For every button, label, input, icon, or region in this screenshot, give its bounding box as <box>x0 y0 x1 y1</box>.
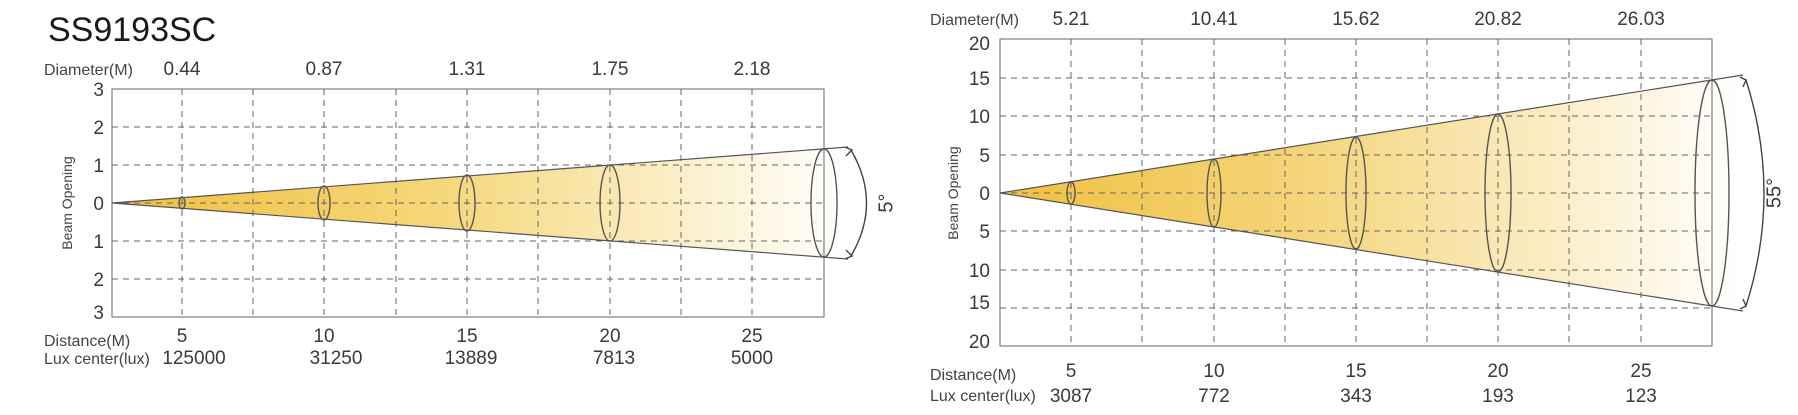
y-tick-label: 5 <box>979 146 990 167</box>
y-tick-label: 10 <box>969 107 990 128</box>
y-axis-title: Beam Opening <box>59 156 75 249</box>
lux-value: 31250 <box>310 348 363 369</box>
grid-lines <box>1000 39 1712 346</box>
angle-arc <box>850 149 868 257</box>
distance-value: 20 <box>599 326 620 347</box>
y-tick-label: 1 <box>93 156 104 177</box>
diameter-value: 26.03 <box>1617 9 1665 30</box>
distance-label: Distance(M) <box>44 333 130 350</box>
y-tick-label: 1 <box>93 232 104 253</box>
lux-label: Lux center(lux) <box>44 351 150 368</box>
y-tick-label: 15 <box>969 69 990 90</box>
beam-angle-label: 55° <box>1763 178 1785 208</box>
y-axis-title: Beam Opening <box>945 146 961 239</box>
grid-lines <box>112 89 824 317</box>
diameter-value: 15.62 <box>1332 9 1380 30</box>
page-title: SS9193SC <box>48 11 216 49</box>
arc-arrowhead-icon <box>1739 76 1747 88</box>
y-tick-label: 3 <box>93 303 104 324</box>
arc-arrowhead-icon <box>844 146 854 157</box>
y-tick-label: 3 <box>93 80 104 101</box>
beam-chart-left: 5° Diameter(M) 0.44 0.87 1.31 1.75 2.18 … <box>44 59 897 369</box>
diameter-value: 10.41 <box>1190 9 1238 30</box>
beam-ring <box>1345 136 1367 250</box>
beam-ring <box>1484 113 1512 273</box>
lux-value: 772 <box>1198 386 1230 407</box>
diameter-value: 1.31 <box>449 59 486 80</box>
distance-value: 15 <box>456 326 477 347</box>
distance-value: 25 <box>741 326 762 347</box>
angle-arc <box>1745 79 1765 307</box>
distance-value: 5 <box>1066 361 1077 382</box>
lux-value: 7813 <box>593 348 635 369</box>
distance-value: 10 <box>313 326 334 347</box>
diameter-value: 0.44 <box>164 59 201 80</box>
beam-ring <box>1206 158 1222 228</box>
diameter-value: 20.82 <box>1474 9 1522 30</box>
y-tick-label: 5 <box>979 222 990 243</box>
beam-edge-bottom <box>111 202 849 260</box>
beam-edge-top <box>999 74 1744 194</box>
distance-value: 15 <box>1345 361 1366 382</box>
diameter-value: 1.75 <box>592 59 629 80</box>
distance-value: 5 <box>177 326 188 347</box>
beam-ring <box>599 164 621 242</box>
y-tick-label: 2 <box>93 270 104 291</box>
beam-ring <box>1066 181 1076 205</box>
beam-ring <box>317 185 331 221</box>
beam-edge-top <box>111 146 849 204</box>
arc-arrowhead-icon <box>844 249 854 260</box>
beam-edge-bottom <box>999 192 1744 312</box>
lux-value: 123 <box>1625 386 1657 407</box>
beam-chart-right: 55° Diameter(M) 5.21 10.41 15.62 20.82 2… <box>930 9 1785 407</box>
diameter-label: Diameter(M) <box>930 12 1019 29</box>
arc-arrowhead-icon <box>1739 298 1747 310</box>
lux-value: 13889 <box>445 348 498 369</box>
diameter-label: Diameter(M) <box>44 62 133 79</box>
diameter-value: 5.21 <box>1053 9 1090 30</box>
lux-label: Lux center(lux) <box>930 388 1036 405</box>
lux-value: 3087 <box>1050 386 1092 407</box>
lux-value: 193 <box>1482 386 1514 407</box>
y-tick-label: 15 <box>969 293 990 314</box>
diameter-value: 2.18 <box>734 59 771 80</box>
beam-cone <box>1000 75 1743 311</box>
y-tick-label: 2 <box>93 118 104 139</box>
y-tick-label: 0 <box>93 194 104 215</box>
beam-ring <box>1694 79 1730 307</box>
y-tick-label: 10 <box>969 261 990 282</box>
distance-value: 20 <box>1487 361 1508 382</box>
y-tick-label: 20 <box>969 34 990 55</box>
beam-ring <box>810 148 838 258</box>
distance-label: Distance(M) <box>930 367 1016 384</box>
beam-ring <box>458 174 476 232</box>
y-tick-label: 20 <box>969 332 990 353</box>
distance-value: 10 <box>1203 361 1224 382</box>
distance-value: 25 <box>1630 361 1651 382</box>
lux-value: 125000 <box>162 348 225 369</box>
beam-ring <box>178 196 186 210</box>
lux-value: 5000 <box>731 348 773 369</box>
diameter-value: 0.87 <box>306 59 343 80</box>
y-tick-label: 0 <box>979 184 990 205</box>
beam-angle-label: 5° <box>875 193 897 212</box>
lux-value: 343 <box>1340 386 1372 407</box>
